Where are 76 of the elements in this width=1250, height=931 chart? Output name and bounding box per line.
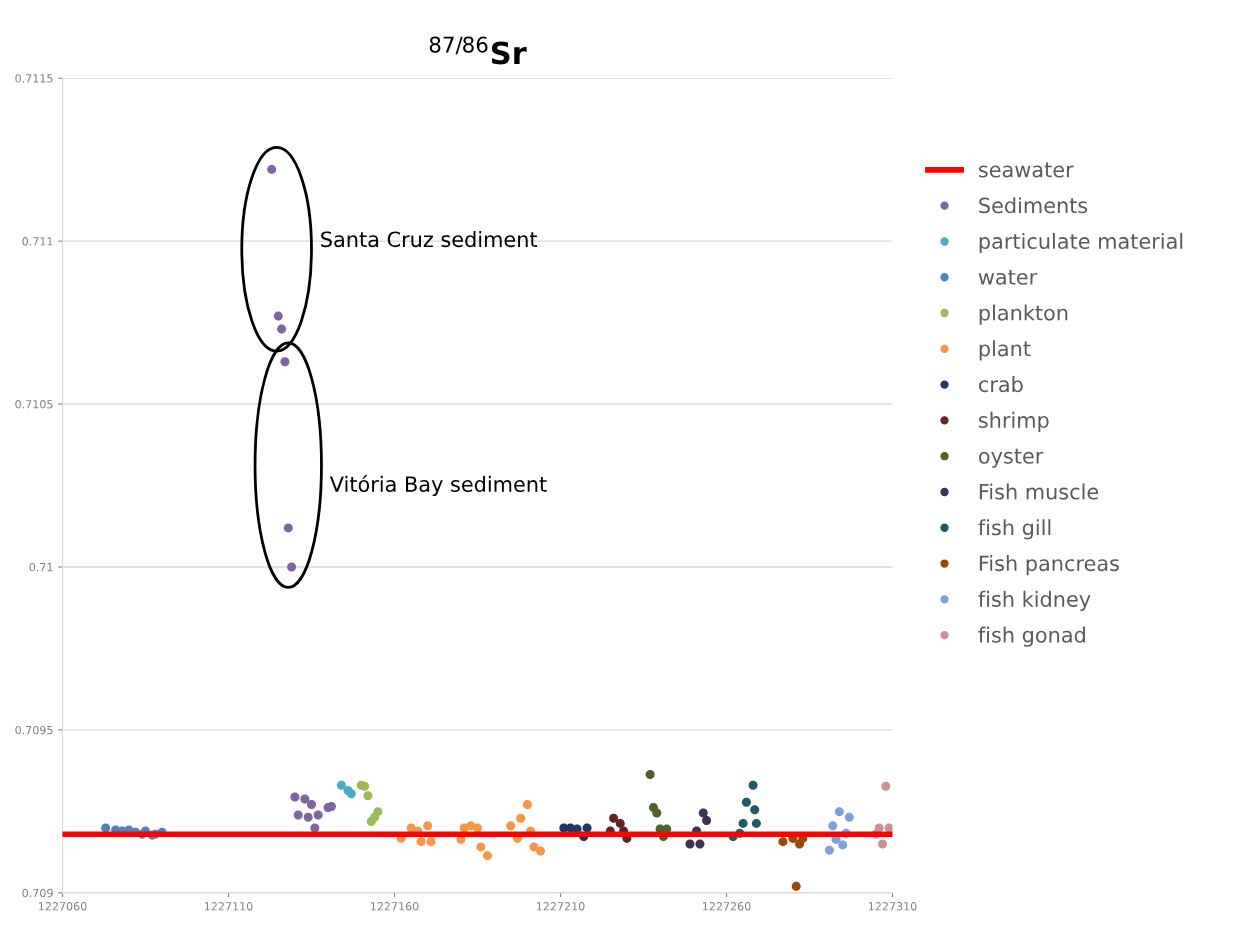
x-tick-label: 1227110 bbox=[204, 902, 253, 911]
legend-label: Fish pancreas bbox=[979, 555, 1119, 576]
y-tick-label: 0.709 bbox=[22, 888, 53, 898]
point bbox=[336, 780, 346, 790]
point bbox=[791, 881, 801, 891]
point bbox=[290, 792, 300, 802]
legend-label: fish gill bbox=[978, 519, 1051, 540]
annotation: Santa Cruz sediment bbox=[321, 231, 538, 248]
x-tick-label: 1227310 bbox=[868, 902, 917, 911]
point bbox=[645, 770, 655, 780]
legend-label: Fish muscle bbox=[979, 483, 1099, 500]
legend-label: seawater bbox=[978, 162, 1074, 178]
x-tick-label: 1227260 bbox=[702, 902, 751, 911]
legend-label: plankton bbox=[979, 304, 1068, 325]
point bbox=[476, 842, 486, 852]
legend-label: fish gonad bbox=[978, 626, 1085, 647]
point bbox=[363, 791, 373, 801]
point bbox=[748, 780, 758, 790]
point bbox=[287, 562, 297, 572]
point bbox=[695, 839, 705, 849]
point bbox=[778, 837, 788, 847]
point bbox=[303, 812, 313, 822]
y-tick-label: 0.7095 bbox=[15, 725, 53, 735]
point bbox=[751, 818, 761, 828]
point bbox=[529, 842, 539, 852]
point bbox=[522, 800, 532, 810]
legend-label: plant bbox=[979, 340, 1031, 361]
chart-title: $^{87/86}$Sr bbox=[429, 36, 527, 65]
annotation: Vitória Bay sediment bbox=[329, 475, 547, 497]
point bbox=[277, 324, 287, 334]
point bbox=[516, 813, 526, 823]
point bbox=[878, 839, 888, 849]
point bbox=[750, 805, 760, 815]
legend-label: fish kidney bbox=[978, 590, 1091, 611]
point bbox=[300, 794, 310, 804]
legend-label: oyster bbox=[979, 448, 1044, 468]
point bbox=[609, 813, 619, 823]
point bbox=[313, 810, 323, 820]
point bbox=[267, 164, 277, 174]
legend-label: water bbox=[978, 269, 1038, 285]
point bbox=[506, 821, 516, 831]
point bbox=[741, 797, 751, 807]
point bbox=[838, 840, 848, 850]
point bbox=[426, 837, 436, 847]
point bbox=[828, 821, 838, 831]
point bbox=[702, 815, 712, 825]
point bbox=[366, 816, 376, 826]
x-tick-label: 1227210 bbox=[536, 902, 585, 911]
point bbox=[834, 807, 844, 817]
point bbox=[824, 845, 834, 855]
y-tick-label: 0.7105 bbox=[15, 400, 53, 409]
point bbox=[283, 523, 293, 533]
y-tick-label: 0.71 bbox=[29, 562, 53, 572]
point bbox=[536, 846, 546, 856]
point bbox=[307, 800, 316, 810]
point bbox=[423, 821, 433, 831]
point bbox=[482, 851, 492, 861]
y-tick-label: 0.7115 bbox=[15, 74, 53, 83]
legend-label: crab bbox=[979, 376, 1023, 393]
point bbox=[685, 839, 695, 849]
legend-label: particulate material bbox=[979, 232, 1183, 254]
legend-label: Sediments bbox=[979, 197, 1088, 214]
point bbox=[416, 837, 426, 847]
point bbox=[293, 810, 303, 820]
point bbox=[652, 808, 662, 818]
x-tick-label: 1227060 bbox=[38, 902, 87, 911]
y-tick-label: 0.711 bbox=[22, 237, 53, 246]
point bbox=[273, 311, 283, 321]
x-tick-label: 1227160 bbox=[370, 902, 419, 911]
legend-label: shrimp bbox=[978, 411, 1049, 433]
point bbox=[881, 781, 891, 791]
point bbox=[844, 812, 854, 822]
point bbox=[360, 781, 370, 791]
point bbox=[615, 818, 625, 828]
point bbox=[738, 818, 748, 828]
point bbox=[280, 357, 290, 367]
